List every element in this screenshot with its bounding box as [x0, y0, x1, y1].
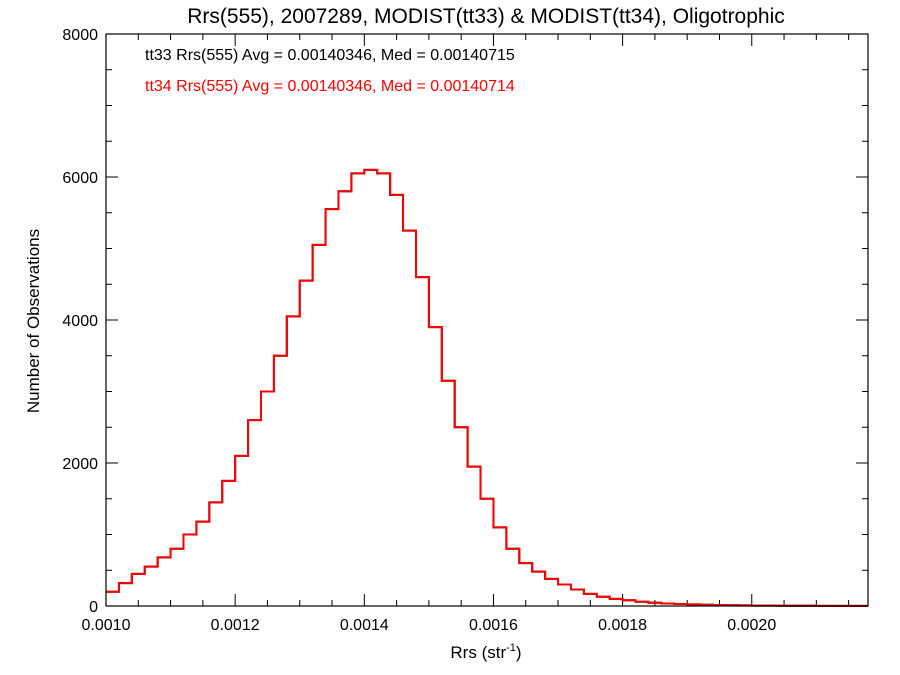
- series-lines: [106, 168, 868, 607]
- y-axis-label: Number of Observations: [24, 229, 43, 413]
- x-tick-label: 0.0018: [598, 617, 647, 634]
- y-tick-label: 0: [89, 599, 98, 616]
- x-axis-label-sup: -1: [506, 642, 516, 654]
- chart-title: Rrs(555), 2007289, MODIST(tt33) & MODIST…: [187, 5, 785, 28]
- x-tick-label: 0.0020: [727, 617, 776, 634]
- series-line-tt34: [106, 168, 868, 607]
- x-tick-label: 0.0014: [340, 617, 389, 634]
- axis-tick-labels: 0.0010 0.0012 0.0014 0.0016 0.0018 0.0020 0 200…: [62, 27, 776, 634]
- x-tick-label: 0.0016: [469, 617, 518, 634]
- plot-area-frame: [105, 33, 869, 607]
- x-tick-label: 0.0010: [82, 617, 131, 634]
- y-tick-label: 2000: [62, 456, 98, 473]
- x-axis-label: Rrs (str-1): [450, 642, 521, 662]
- annotation-tt33: tt33 Rrs(555) Avg = 0.00140346, Med = 0.…: [145, 47, 515, 64]
- x-tick-label: 0.0012: [211, 617, 260, 634]
- annotation-tt34: tt34 Rrs(555) Avg = 0.00140346, Med = 0.…: [145, 78, 515, 95]
- x-axis-label-main: Rrs (str: [450, 643, 506, 662]
- y-tick-label: 8000: [62, 27, 98, 44]
- y-tick-label: 6000: [62, 170, 98, 187]
- y-tick-label: 4000: [62, 313, 98, 330]
- x-axis-label-end: ): [516, 643, 522, 662]
